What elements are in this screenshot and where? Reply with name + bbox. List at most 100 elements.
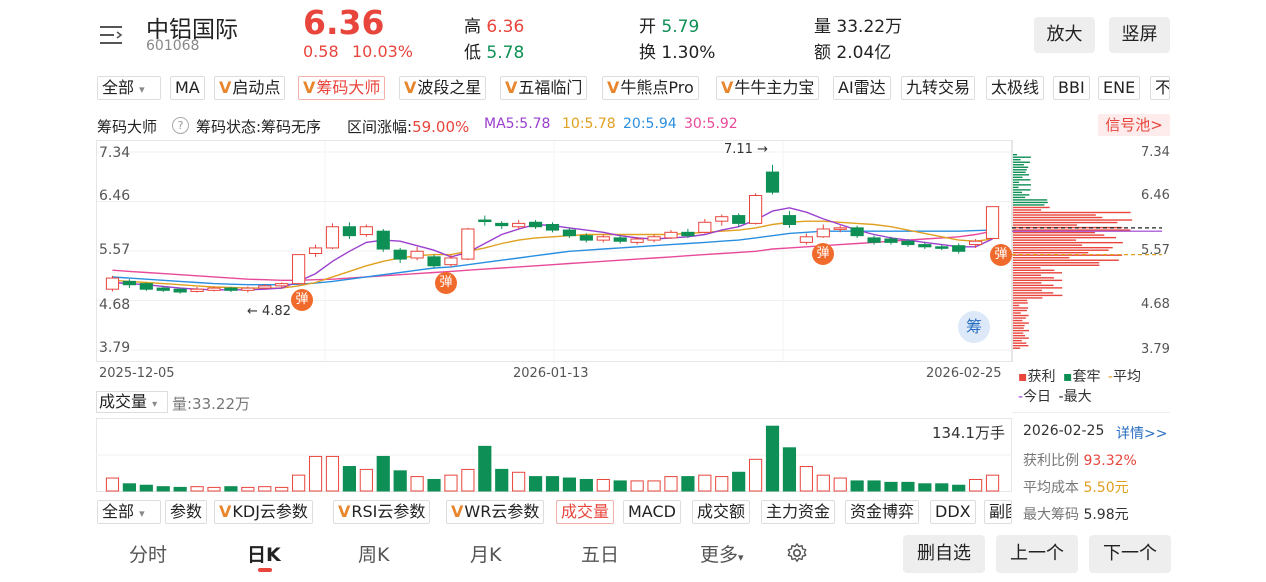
sub-tab-wr[interactable]: VWR云参数 [446,500,545,524]
candle-body [275,283,289,287]
candle-body [190,288,204,292]
tab-intraday[interactable]: 分时 [129,544,168,566]
sub-tab-macd[interactable]: MACD [623,500,681,524]
next-stock-button[interactable]: 下一个 [1089,535,1171,573]
chip-bar [1013,344,1029,347]
volume-bar [596,478,610,492]
chip-bar [1013,214,1096,216]
stock-code: 601068 [146,38,200,54]
sub-tab-volume[interactable]: 成交量 [556,500,615,524]
candle-body [664,231,678,239]
volume-bar [258,486,272,492]
portrait-button[interactable]: 竖屏 [1109,17,1170,53]
candle-body [613,237,627,242]
chip-bar [1013,317,1026,319]
stock-name: 中铝国际 [146,17,238,43]
volume-bar [698,474,712,492]
sub-indicator-all-select[interactable]: 全部 ▾ [97,500,161,524]
y-tick-label: 6.46 [99,188,131,204]
tab-ma[interactable]: MA [170,76,205,100]
tab-ene[interactable]: ENE [1098,76,1141,100]
sub-tab-amount[interactable]: 成交额 [692,500,751,524]
chip-bar [1013,304,1020,307]
sub-tab-ddx[interactable]: DDX [930,500,976,524]
volume-bar [156,486,170,492]
candle-body [562,229,577,237]
volume-bar [749,458,763,492]
chip-detail-link[interactable]: 详情>> [1116,426,1168,442]
price-change: 0.58 [303,42,339,61]
chip-bar [1013,191,1023,194]
volume-bar [275,486,289,492]
date-tick-label: 2026-01-13 [513,366,589,381]
tab-wufu[interactable]: V五福临门 [500,76,588,100]
tab-more-cut[interactable]: 不 [1150,76,1170,100]
candle-body [969,240,983,246]
volume-select[interactable]: 成交量 ▾ [96,391,168,413]
volume-bar [952,484,966,492]
tab-boduan[interactable]: V波段之星 [399,76,487,100]
remove-watchlist-button[interactable]: 删自选 [903,535,985,573]
tab-daily-k[interactable]: 日K [247,544,281,566]
chip-bar [1013,156,1031,158]
chip-bar [1013,166,1029,168]
tab-chouma-dashi[interactable]: V筹码大师 [298,76,386,100]
chip-bar [1013,154,1017,156]
volume-bar [579,478,593,492]
chip-bar [1013,334,1026,337]
sub-tab-fund-game[interactable]: 资金博弈 [845,500,920,524]
chip-bar [1013,199,1048,201]
bounce-marker: 弹 [990,244,1012,266]
ma20-value: 20:5.94 [623,116,677,132]
candle-body [901,240,915,246]
legend-trapped: ▪套牢 [1062,369,1101,385]
tab-niuniu[interactable]: V牛牛主力宝 [716,76,820,100]
price-change-pct: 10.03% [352,42,414,61]
volume-bar [647,480,661,492]
zoom-button[interactable]: 放大 [1034,17,1095,53]
signal-pool-button[interactable]: 信号池> [1098,114,1170,136]
chip-bar [1013,234,1105,236]
sub-tab-params[interactable]: 参数 [165,500,208,524]
indicator-all-select[interactable]: 全部 ▾ [97,76,161,100]
tab-ai-radar[interactable]: AI雷达 [833,76,891,100]
bounce-marker: 弹 [812,243,834,265]
tab-monthly-k[interactable]: 月K [470,544,502,566]
chip-bar [1013,262,1100,264]
menu-icon[interactable] [98,24,124,46]
chip-bar [1013,194,1030,196]
sub-tab-kdj[interactable]: VKDJ云参数 [214,500,313,524]
candle-body [782,215,797,226]
sub-tab-rsi[interactable]: VRSI云参数 [333,500,431,524]
turnover-stat: 换 1.30% [639,43,716,63]
tab-weekly-k[interactable]: 周K [358,544,390,566]
sub-tab-main-funds[interactable]: 主力资金 [761,500,836,524]
tab-jiuzhuan[interactable]: 九转交易 [901,76,976,100]
y-tick-label: 3.79 [99,340,131,356]
tab-bbi[interactable]: BBI [1053,76,1090,100]
volume-bar [325,455,340,492]
candlestick-chart[interactable] [96,140,1012,362]
volume-bar [308,455,323,492]
candle-body [698,221,712,233]
help-icon[interactable]: ? [172,117,189,134]
tab-taiji[interactable]: 太极线 [986,76,1045,100]
chip-y-tick: 4.68 [1141,297,1170,312]
candle-body [647,236,661,241]
sub-tab-more-cut[interactable]: 副图 [984,500,1012,524]
candle-body [681,231,695,237]
range-rise: 区间涨幅:59.00% [347,118,470,136]
volume-bar [410,476,424,492]
tab-five-day[interactable]: 五日 [581,544,620,566]
chip-bar [1013,277,1054,279]
previous-stock-button[interactable]: 上一个 [996,535,1078,573]
chip-badge-button[interactable]: 筹 [958,311,990,343]
settings-gear-icon[interactable] [786,542,808,564]
volume-chart[interactable] [96,418,1012,492]
chip-bar [1013,159,1021,161]
active-tab-indicator [258,568,272,572]
chip-status: 筹码状态:筹码无序 [196,118,322,136]
tab-more[interactable]: 更多▾ [700,544,744,566]
tab-niuxiong[interactable]: V牛熊点Pro [602,76,699,100]
tab-qidongdian[interactable]: V启动点 [214,76,286,100]
